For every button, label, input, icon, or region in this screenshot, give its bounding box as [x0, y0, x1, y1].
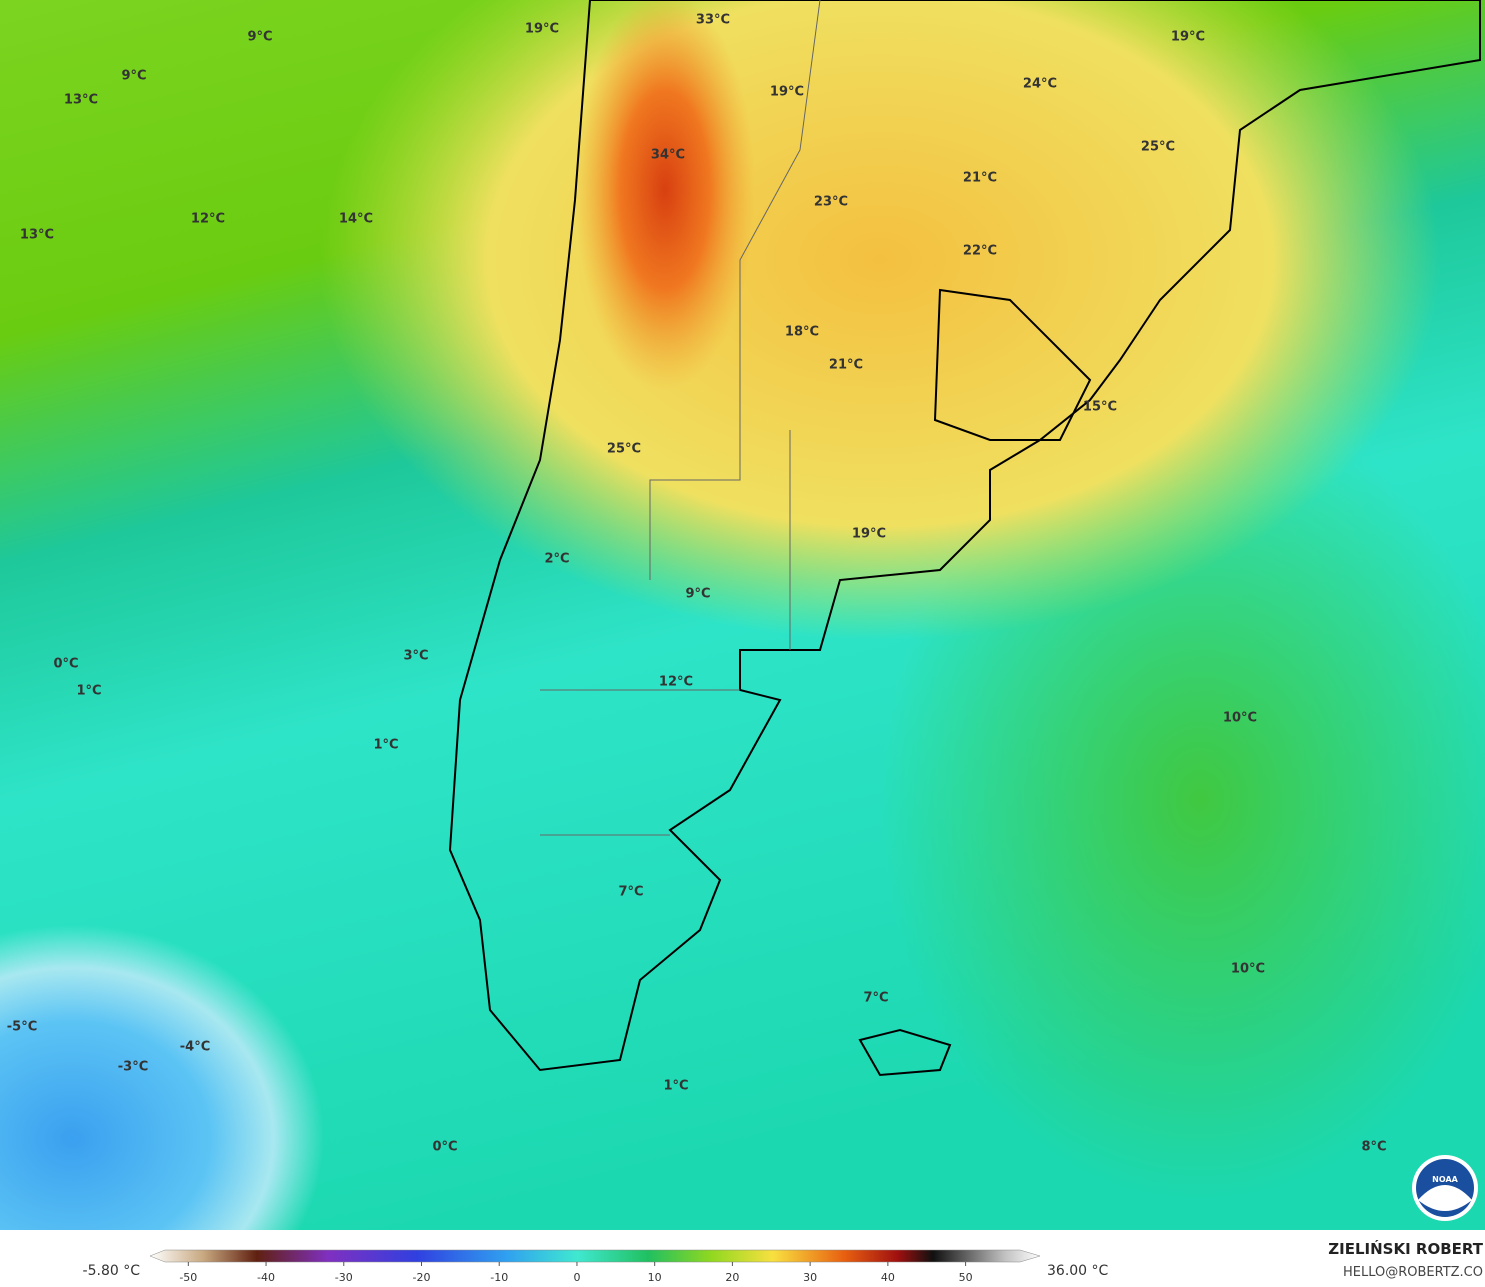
temperature-label: 19°C	[852, 527, 886, 542]
temperature-label: 19°C	[770, 85, 804, 100]
temperature-label: 33°C	[696, 13, 730, 28]
temperature-label: 14°C	[339, 212, 373, 227]
temperature-label: -4°C	[180, 1040, 210, 1055]
islands	[858, 1028, 952, 1077]
temperature-label: 1°C	[663, 1079, 688, 1094]
colorbar-max: 36.00 °C	[1047, 1263, 1109, 1279]
hot-region	[575, 0, 755, 390]
province-borders	[540, 0, 821, 836]
temperature-label: 25°C	[607, 442, 641, 457]
temperature-label: 1°C	[373, 738, 398, 753]
temperature-label: 0°C	[432, 1140, 457, 1155]
credit-name: ZIELIŃSKI ROBERT	[1328, 1239, 1483, 1258]
temperature-label: 3°C	[403, 649, 428, 664]
temperature-label: 8°C	[1361, 1140, 1386, 1155]
temperature-label: 25°C	[1141, 140, 1175, 155]
logo-text: NOAA	[1432, 1175, 1458, 1184]
credit-contact: HELLO@ROBERTZ.CO	[1343, 1265, 1483, 1280]
temperature-label: 13°C	[20, 228, 54, 243]
colorbar-ticks: -50 -40 -30 -20 -10 0 10 20 30 40 50	[179, 1262, 973, 1284]
colorbar-tick-label: 50	[959, 1271, 973, 1284]
border	[933, 288, 1092, 441]
temperature-label: 7°C	[618, 885, 643, 900]
map-labels: 33°C 19°C 9°C 9°C 13°C 19°C 19°C 24°C 25°C 34°C 21…	[7, 13, 1387, 1155]
temperature-label: 7°C	[863, 991, 888, 1006]
temperature-label: 9°C	[247, 30, 272, 45]
temperature-label: 9°C	[685, 587, 710, 602]
colorbar	[149, 1249, 1041, 1263]
temperature-label: -5°C	[7, 1020, 37, 1035]
noaa-logo: NOAA	[1412, 1155, 1478, 1221]
temperature-label: 13°C	[64, 93, 98, 108]
temperature-label: 12°C	[659, 675, 693, 690]
temperature-label: 18°C	[785, 325, 819, 340]
colorbar-tick-label: 10	[648, 1271, 662, 1284]
colorbar-tick-label: -30	[335, 1271, 353, 1284]
temperature-label: 15°C	[1083, 400, 1117, 415]
logo-wave	[1418, 1185, 1472, 1211]
temperature-label: 12°C	[191, 212, 225, 227]
temperature-label: 24°C	[1023, 77, 1057, 92]
temperature-label: 10°C	[1223, 711, 1257, 726]
colorbar-tick-label: -40	[257, 1271, 275, 1284]
temperature-label: 23°C	[814, 195, 848, 210]
temperature-label: 9°C	[121, 69, 146, 84]
temperature-label: 0°C	[53, 657, 78, 672]
temperature-label: 19°C	[1171, 30, 1205, 45]
cold-region	[0, 620, 720, 1230]
colorbar-min: -5.80 °C	[83, 1263, 141, 1279]
map: 33°C 19°C 9°C 9°C 13°C 19°C 19°C 24°C 25°C 34°C 21…	[0, 0, 1485, 1230]
temperature-label: -3°C	[118, 1060, 148, 1075]
temperature-label: 21°C	[829, 358, 863, 373]
temperature-label: 34°C	[651, 148, 685, 163]
colorbar-tick-label: 30	[803, 1271, 817, 1284]
temperature-label: 21°C	[963, 171, 997, 186]
temperature-label: 1°C	[76, 684, 101, 699]
legend-bar: -5.80 °C 36.00 °C -50 -40 -30 -20 -10 0 10 20 30…	[0, 1230, 1485, 1287]
temperature-label: 22°C	[963, 244, 997, 259]
temperature-label: 19°C	[525, 22, 559, 37]
colorbar-tick-label: -50	[179, 1271, 197, 1284]
colorbar-tick-label: 20	[725, 1271, 739, 1284]
temperature-label: 10°C	[1231, 962, 1265, 977]
colorbar-tick-label: 0	[573, 1271, 580, 1284]
colorbar-tick-label: 40	[881, 1271, 895, 1284]
temperature-label: 2°C	[544, 552, 569, 567]
colorbar-tick-label: -20	[413, 1271, 431, 1284]
colorbar-tick-label: -10	[490, 1271, 508, 1284]
